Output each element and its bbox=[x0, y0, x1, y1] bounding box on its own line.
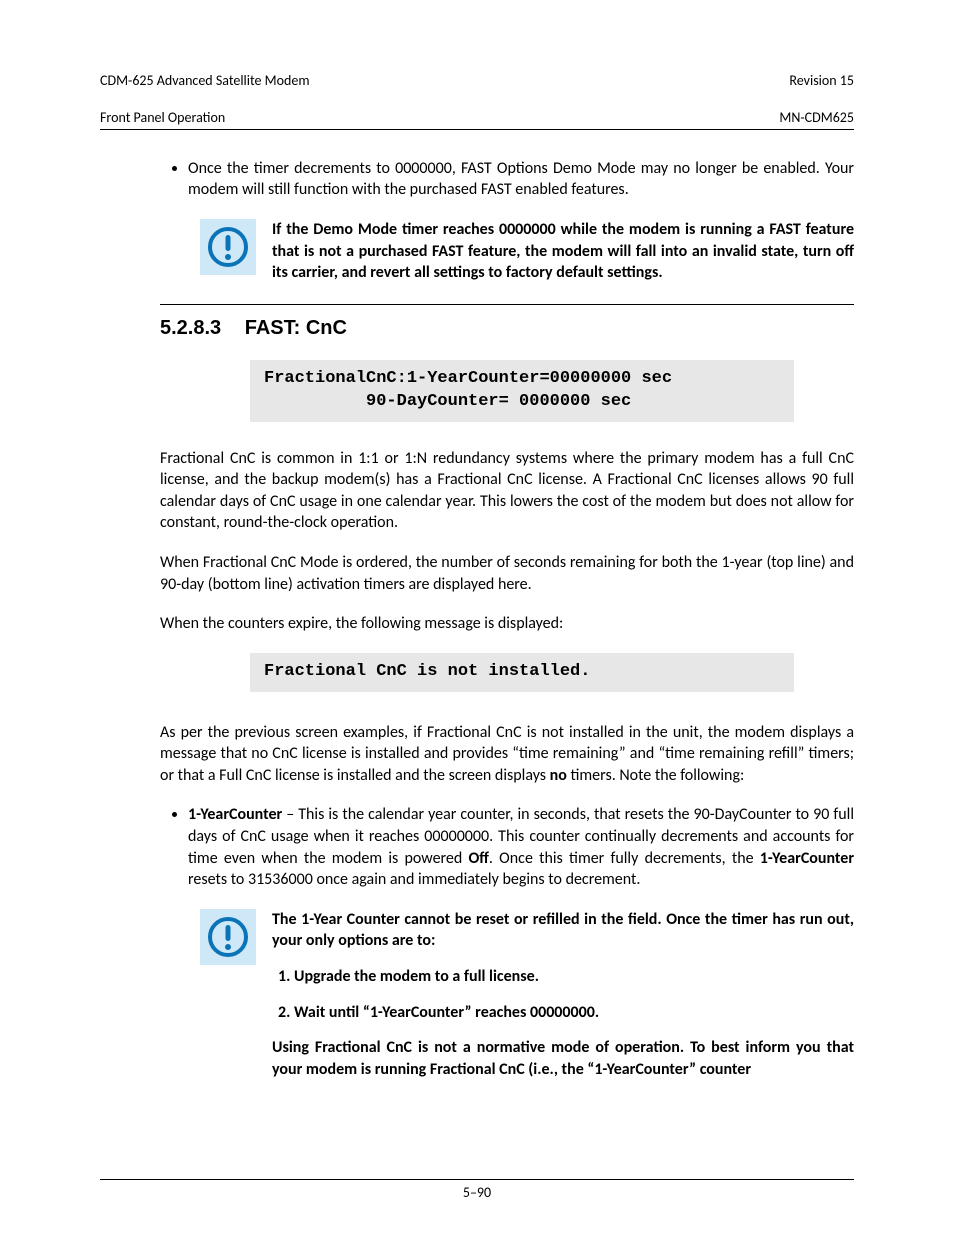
text-run: timers. Note the following: bbox=[567, 766, 744, 785]
section-heading: 5.2.8.3 FAST: CnC bbox=[160, 315, 854, 342]
text-run: resets to 31536000 once again and immedi… bbox=[188, 870, 640, 889]
header-left-line2: Front Panel Operation bbox=[100, 109, 225, 126]
code-block-2: Fractional CnC is not installed. bbox=[250, 653, 794, 692]
header-right-line1: Revision 15 bbox=[789, 72, 854, 89]
alert-icon bbox=[200, 219, 256, 275]
text-run: . Once this timer fully decrements, the bbox=[489, 849, 760, 868]
note-intro: The 1-Year Counter cannot be reset or re… bbox=[272, 909, 854, 952]
header-right: Revision 15 MN-CDM625 bbox=[779, 54, 854, 127]
page-footer: 5–90 bbox=[100, 1179, 854, 1201]
text-bold: 1-YearCounter bbox=[188, 805, 282, 824]
section-rule bbox=[160, 304, 854, 305]
paragraph: When Fractional CnC Mode is ordered, the… bbox=[160, 552, 854, 595]
header-left-line1: CDM-625 Advanced Satellite Modem bbox=[100, 72, 310, 89]
bullet-list-1: Once the timer decrements to 0000000, FA… bbox=[160, 158, 854, 201]
code-block-1: FractionalCnC:1-YearCounter=00000000 sec… bbox=[250, 360, 794, 422]
note-block-2: The 1-Year Counter cannot be reset or re… bbox=[200, 909, 854, 1081]
page: CDM-625 Advanced Satellite Modem Front P… bbox=[0, 0, 954, 1235]
bullet-item: Once the timer decrements to 0000000, FA… bbox=[188, 158, 854, 201]
section-title: FAST: CnC bbox=[245, 317, 347, 339]
text-bold: 1-YearCounter bbox=[760, 849, 854, 868]
header-left: CDM-625 Advanced Satellite Modem Front P… bbox=[100, 54, 310, 127]
header-right-line2: MN-CDM625 bbox=[779, 109, 854, 126]
note-tail: Using Fractional CnC is not a normative … bbox=[272, 1037, 854, 1080]
paragraph: When the counters expire, the following … bbox=[160, 613, 854, 635]
alert-icon bbox=[200, 909, 256, 965]
note-text-2: The 1-Year Counter cannot be reset or re… bbox=[272, 909, 854, 1081]
section-number: 5.2.8.3 bbox=[160, 315, 221, 342]
page-number: 5–90 bbox=[463, 1184, 491, 1201]
note-ordered-list: Upgrade the modem to a full license. Wai… bbox=[272, 966, 854, 1023]
paragraph: Fractional CnC is common in 1:1 or 1:N r… bbox=[160, 448, 854, 534]
text-bold: Off bbox=[468, 849, 488, 868]
bullet-item: 1-YearCounter – This is the calendar yea… bbox=[188, 804, 854, 890]
note-list-item: Upgrade the modem to a full license. bbox=[294, 966, 854, 988]
note-text-1: If the Demo Mode timer reaches 0000000 w… bbox=[272, 219, 854, 284]
text-run: As per the previous screen examples, if … bbox=[160, 723, 854, 785]
paragraph: As per the previous screen examples, if … bbox=[160, 722, 854, 787]
bullet-list-2: 1-YearCounter – This is the calendar yea… bbox=[160, 804, 854, 890]
page-header: CDM-625 Advanced Satellite Modem Front P… bbox=[100, 54, 854, 130]
page-body: Once the timer decrements to 0000000, FA… bbox=[100, 158, 854, 1081]
note-list-item: Wait until “1-YearCounter” reaches 00000… bbox=[294, 1002, 854, 1024]
note-block-1: If the Demo Mode timer reaches 0000000 w… bbox=[200, 219, 854, 284]
text-bold: no bbox=[550, 766, 567, 785]
